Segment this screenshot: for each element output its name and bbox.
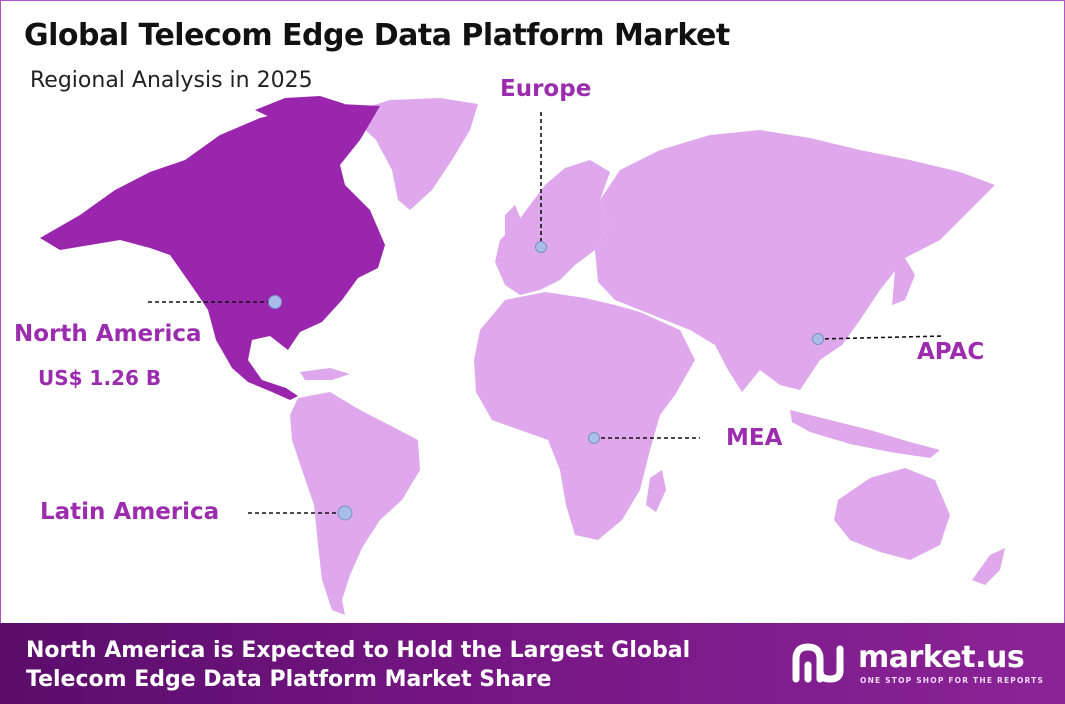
apac-label: APAC	[917, 339, 985, 365]
brand-tagline: ONE STOP SHOP FOR THE REPORTS	[860, 676, 1045, 685]
footer-banner	[0, 623, 1065, 704]
region-caribbean	[300, 368, 350, 380]
footer-headline: North America is Expected to Hold the La…	[26, 638, 691, 692]
region-mea	[474, 292, 695, 540]
north-america-value: US$ 1.26 B	[38, 366, 162, 390]
mea-marker	[588, 432, 600, 444]
latin-america-marker	[337, 505, 353, 521]
region-latin-america	[290, 392, 420, 615]
market-us-logo-icon	[792, 643, 844, 683]
page-title: Global Telecom Edge Data Platform Market	[24, 18, 730, 53]
page-subtitle: Regional Analysis in 2025	[30, 68, 313, 93]
region-arctic-islands	[255, 96, 345, 122]
region-europe	[495, 160, 610, 295]
region-greenland	[352, 98, 478, 210]
region-apac	[595, 130, 995, 392]
europe-label: Europe	[500, 76, 592, 102]
mea-label: MEA	[726, 425, 783, 451]
apac-leader-line	[817, 335, 945, 340]
latin-america-label: Latin America	[40, 499, 220, 525]
region-se-asia	[790, 410, 940, 458]
north-america-marker	[268, 295, 282, 309]
apac-marker	[812, 333, 824, 345]
region-japan	[892, 258, 915, 305]
region-north-america	[40, 104, 385, 400]
region-australia	[834, 468, 950, 560]
region-madagascar	[646, 470, 666, 512]
region-new-zealand	[972, 548, 1005, 585]
europe-marker	[535, 241, 547, 253]
region-uk	[505, 205, 522, 240]
north-america-label: North America	[14, 321, 202, 347]
brand-name: market.us	[858, 640, 1025, 675]
